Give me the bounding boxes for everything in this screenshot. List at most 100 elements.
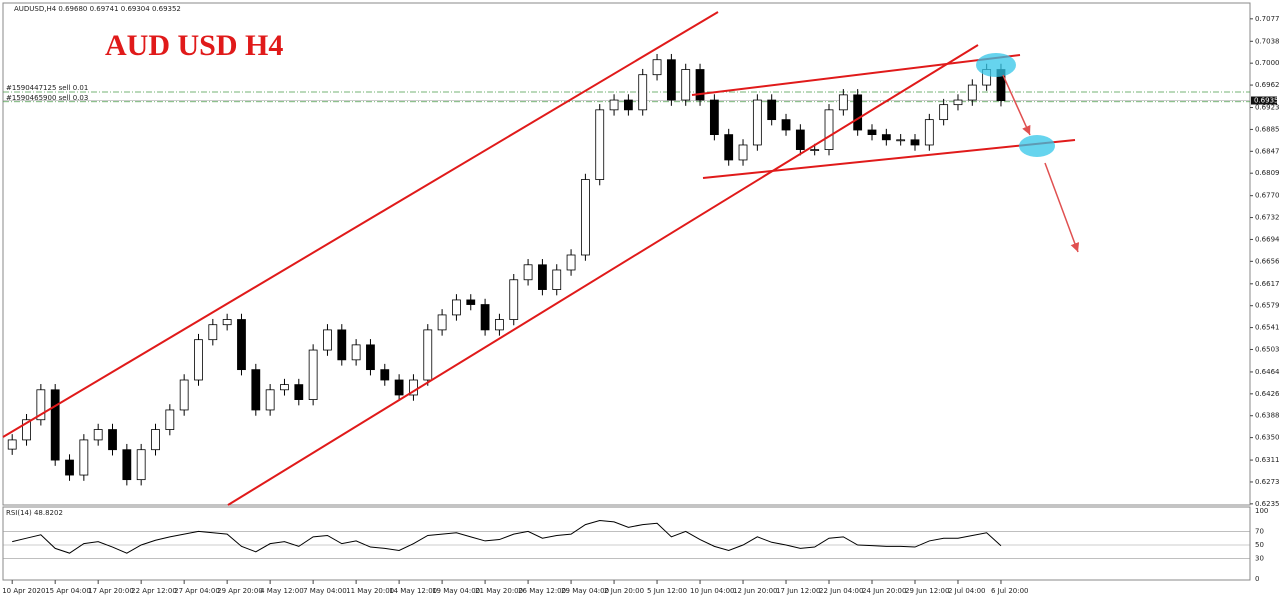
rsi-line	[12, 520, 1002, 554]
candle-body	[179, 379, 189, 411]
order-label: #1590465900 sell 0.03	[6, 94, 88, 102]
candle-body	[237, 319, 246, 371]
candle-body	[65, 459, 74, 476]
candle-body	[652, 59, 662, 76]
candle-body	[394, 379, 404, 396]
candle-body	[581, 179, 590, 256]
candle-body	[151, 429, 160, 451]
trend-line	[702, 139, 1076, 179]
candle-body	[939, 104, 949, 121]
candle-body	[523, 264, 533, 281]
rsi-tick-label: 50	[1255, 541, 1264, 549]
candle-body	[265, 389, 275, 411]
rsi-tick-label: 30	[1255, 555, 1264, 563]
candle-body	[709, 99, 719, 136]
symbol-header: AUDUSD,H4 0.69680 0.69741 0.69304 0.6935…	[14, 5, 181, 13]
x-tick-label: 29 Jun 12:00	[905, 587, 949, 595]
candle-body	[79, 439, 89, 476]
rsi-tick-label: 70	[1255, 527, 1264, 535]
candle-body	[810, 149, 820, 151]
current-price-label: 0.69352	[1254, 97, 1280, 105]
candle-body	[509, 279, 519, 320]
candle-body	[22, 419, 31, 441]
x-tick-label: 17 Jun 12:00	[776, 587, 820, 595]
candle-body	[666, 59, 676, 101]
candle-body	[881, 134, 891, 141]
candle-body	[638, 74, 648, 111]
chart-title: AUD USD H4	[105, 29, 283, 62]
trend-line	[2, 11, 719, 438]
x-tick-label: 12 Jun 20:00	[733, 587, 777, 595]
x-tick-label: 27 Apr 04:00	[174, 587, 220, 595]
x-tick-label: 14 May 12:00	[389, 587, 437, 595]
highlight	[976, 53, 1016, 77]
candle-body	[423, 329, 433, 381]
x-tick-label: 11 May 20:00	[346, 587, 394, 595]
x-tick-label: 29 Apr 20:00	[217, 587, 263, 595]
y-tick-label: 0.62350	[1255, 500, 1280, 508]
candle-body	[165, 409, 175, 430]
price-panel	[2, 2, 1251, 506]
x-tick-label: 24 Jun 20:00	[862, 587, 906, 595]
candle-body	[623, 99, 633, 111]
candle-body	[108, 429, 117, 451]
candle-body	[724, 134, 734, 161]
candle-body	[337, 329, 347, 361]
candle-body	[953, 99, 963, 106]
x-tick-label: 26 May 12:00	[518, 587, 566, 595]
candle-body	[767, 99, 777, 121]
candle-body	[867, 129, 877, 136]
candle-body	[409, 379, 418, 396]
rsi-tick-label: 0	[1255, 575, 1259, 583]
x-tick-label: 5 Jun 12:00	[647, 587, 687, 595]
x-tick-label: 29 May 04:00	[561, 587, 609, 595]
candle-body	[251, 369, 261, 411]
candle-body	[136, 449, 146, 481]
x-tick-label: 7 May 04:00	[303, 587, 347, 595]
candle-body	[380, 369, 390, 381]
candle-body	[752, 99, 762, 146]
rsi-tick-label: 100	[1255, 507, 1268, 515]
candle-body	[495, 319, 504, 331]
candle-body	[853, 94, 863, 131]
candle-body	[280, 384, 289, 391]
candle-body	[595, 109, 605, 180]
x-tick-label: 17 Apr 20:00	[88, 587, 134, 595]
candle-body	[452, 299, 461, 316]
candle-body	[738, 144, 748, 161]
candle-body	[609, 99, 619, 111]
x-tick-label: 22 Apr 12:00	[131, 587, 177, 595]
candle-body	[208, 324, 218, 341]
candle-body	[466, 299, 476, 305]
x-tick-label: 21 May 20:00	[475, 587, 523, 595]
candle-body	[351, 344, 361, 361]
highlight	[1019, 135, 1055, 157]
candle-body	[795, 129, 805, 150]
candle-body	[695, 69, 705, 101]
candle-body	[194, 339, 203, 381]
price-box	[1251, 96, 1277, 105]
rsi-label: RSI(14) 48.8202	[6, 509, 63, 517]
x-tick-label: 2 Jun 20:00	[604, 587, 644, 595]
candle-body	[924, 119, 934, 146]
candle-body	[437, 314, 447, 331]
rsi-panel	[2, 506, 1251, 581]
candle-body	[323, 329, 332, 351]
